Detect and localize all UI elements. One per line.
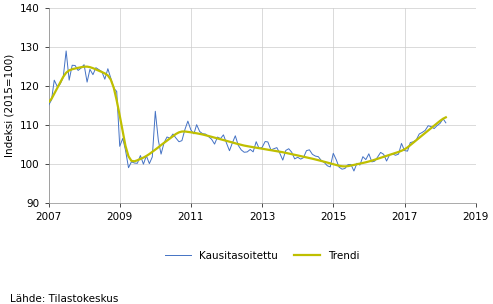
Y-axis label: Indeksi (2015=100): Indeksi (2015=100) <box>4 54 14 157</box>
Text: Lähde: Tilastokeskus: Lähde: Tilastokeskus <box>10 294 118 304</box>
Line: Kausitasoitettu: Kausitasoitettu <box>48 51 446 171</box>
Line: Trendi: Trendi <box>48 67 446 166</box>
Legend: Kausitasoitettu, Trendi: Kausitasoitettu, Trendi <box>165 251 359 261</box>
